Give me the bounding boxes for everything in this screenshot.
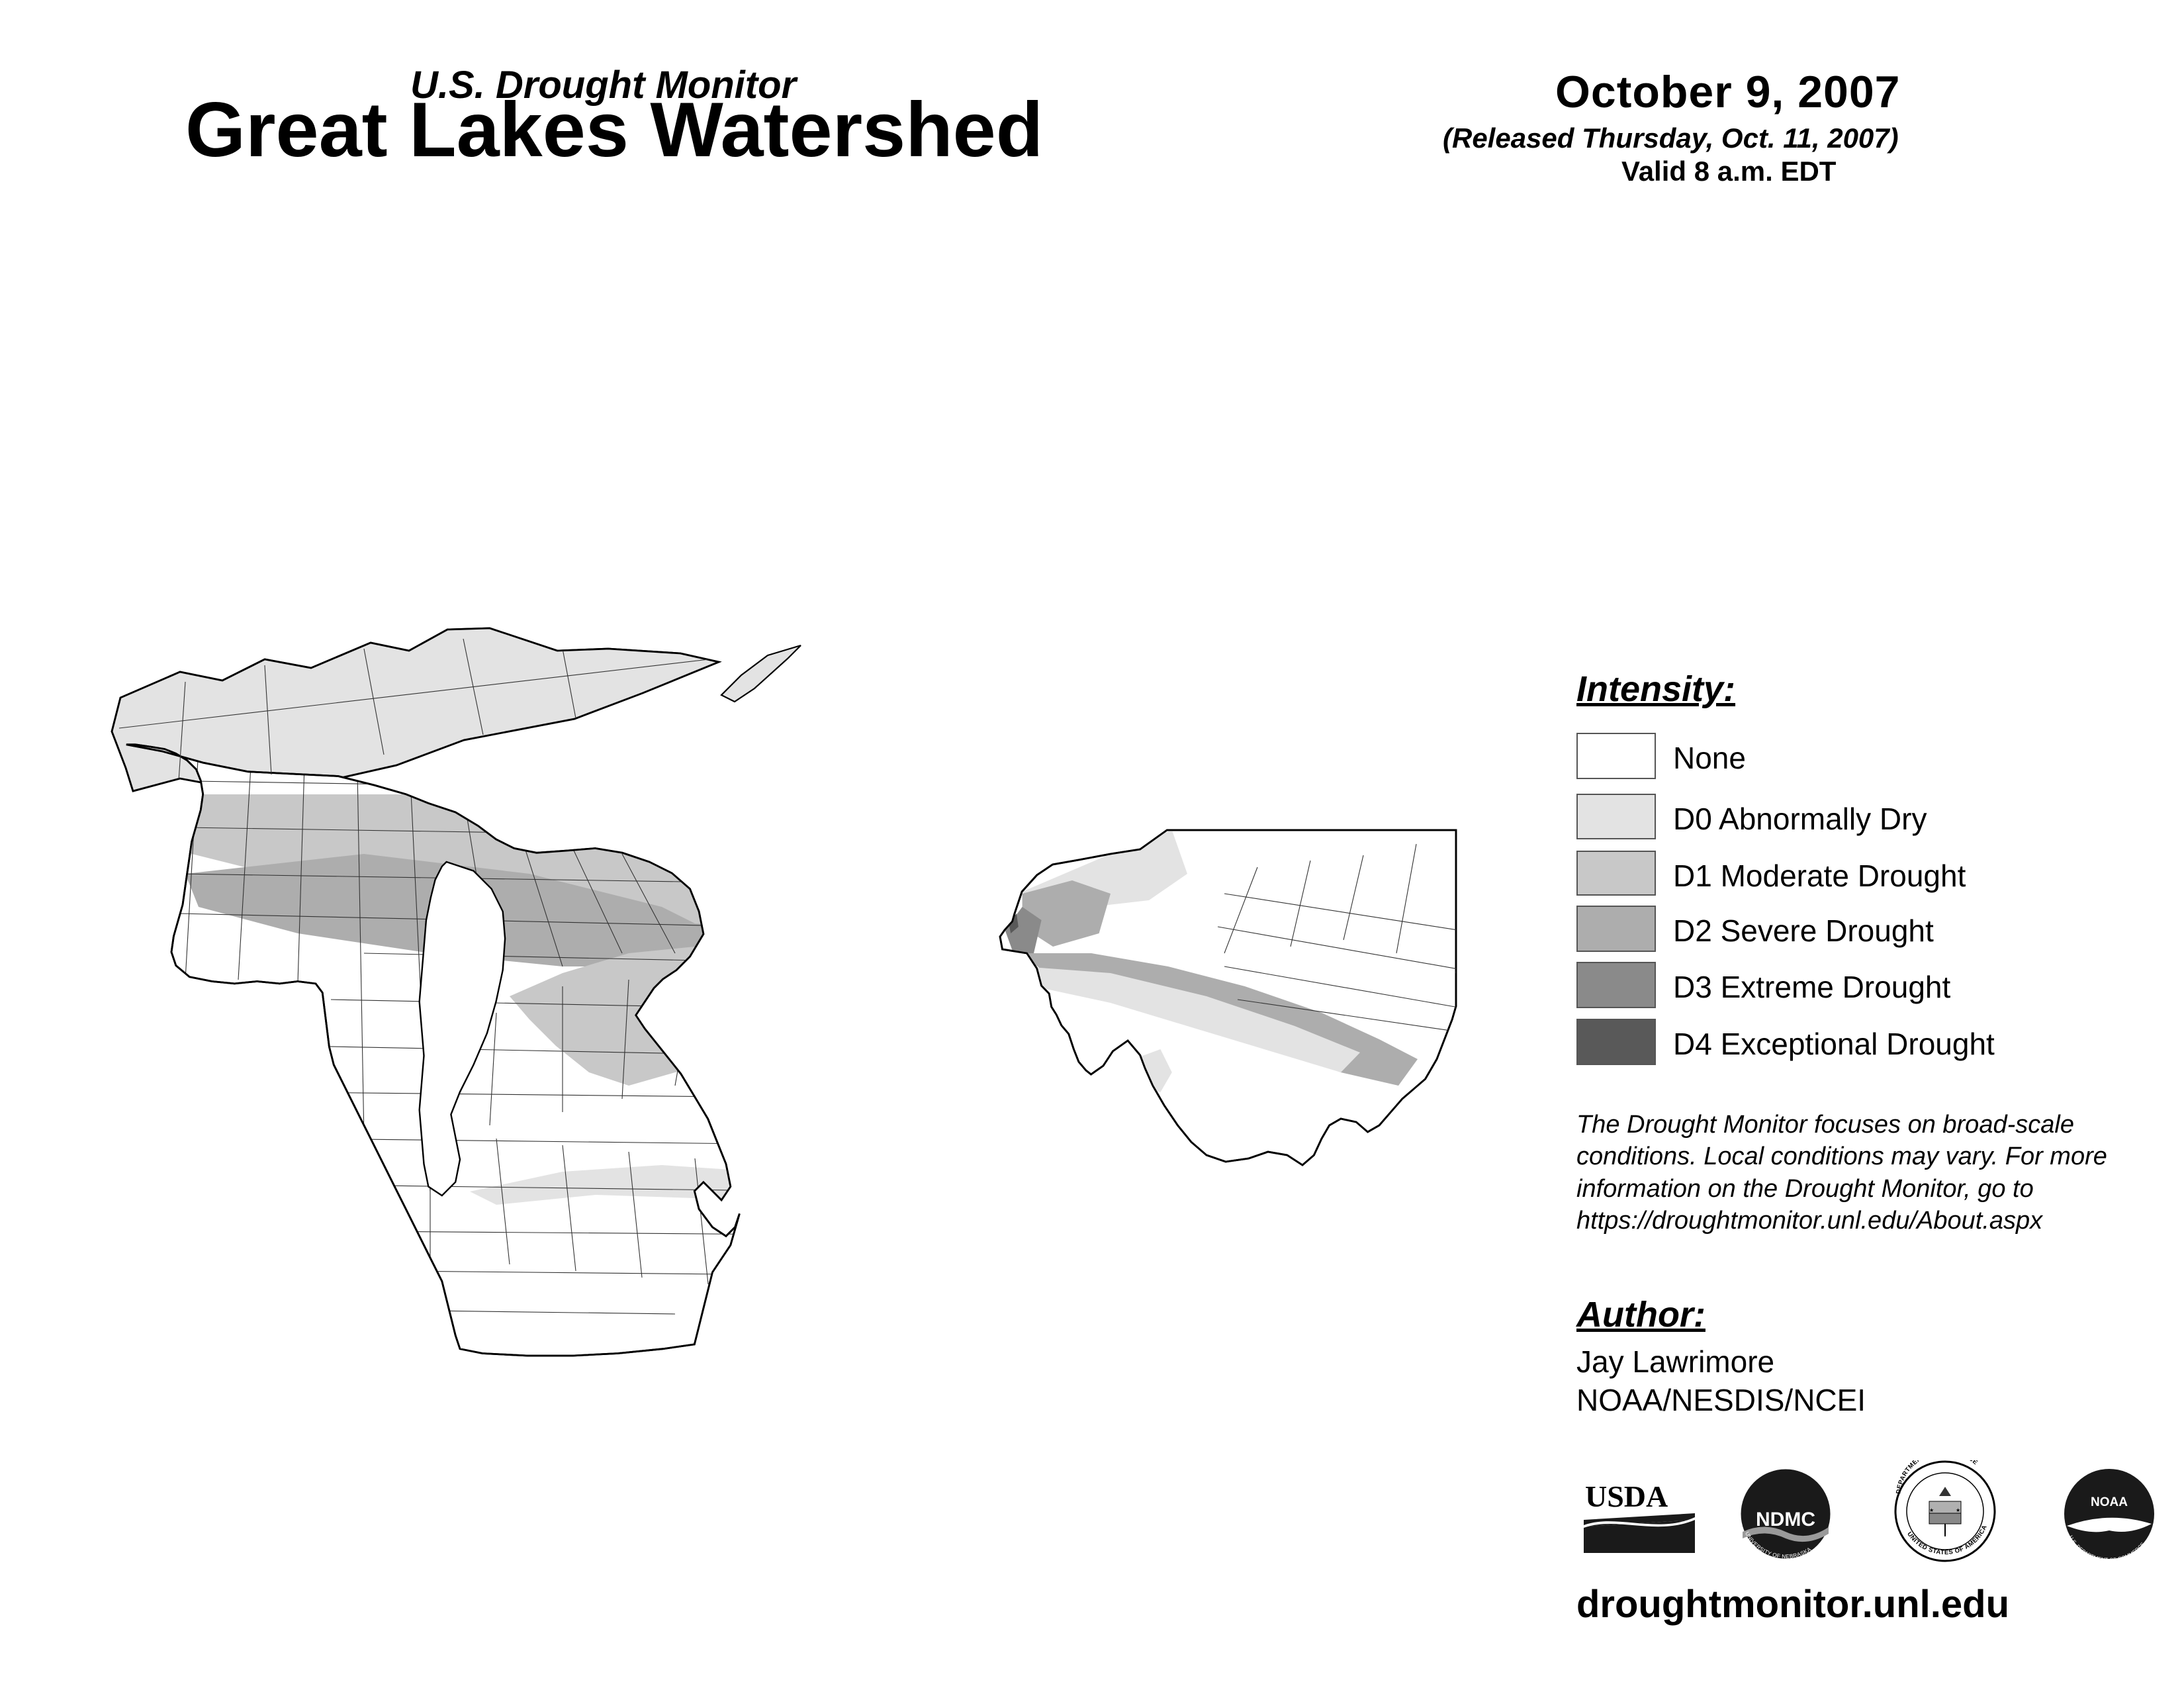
- svg-text:NOAA: NOAA: [2091, 1495, 2128, 1509]
- svg-text:★: ★: [1929, 1507, 1934, 1513]
- svg-text:★: ★: [1956, 1507, 1960, 1513]
- svg-text:USDA: USDA: [1585, 1479, 1668, 1513]
